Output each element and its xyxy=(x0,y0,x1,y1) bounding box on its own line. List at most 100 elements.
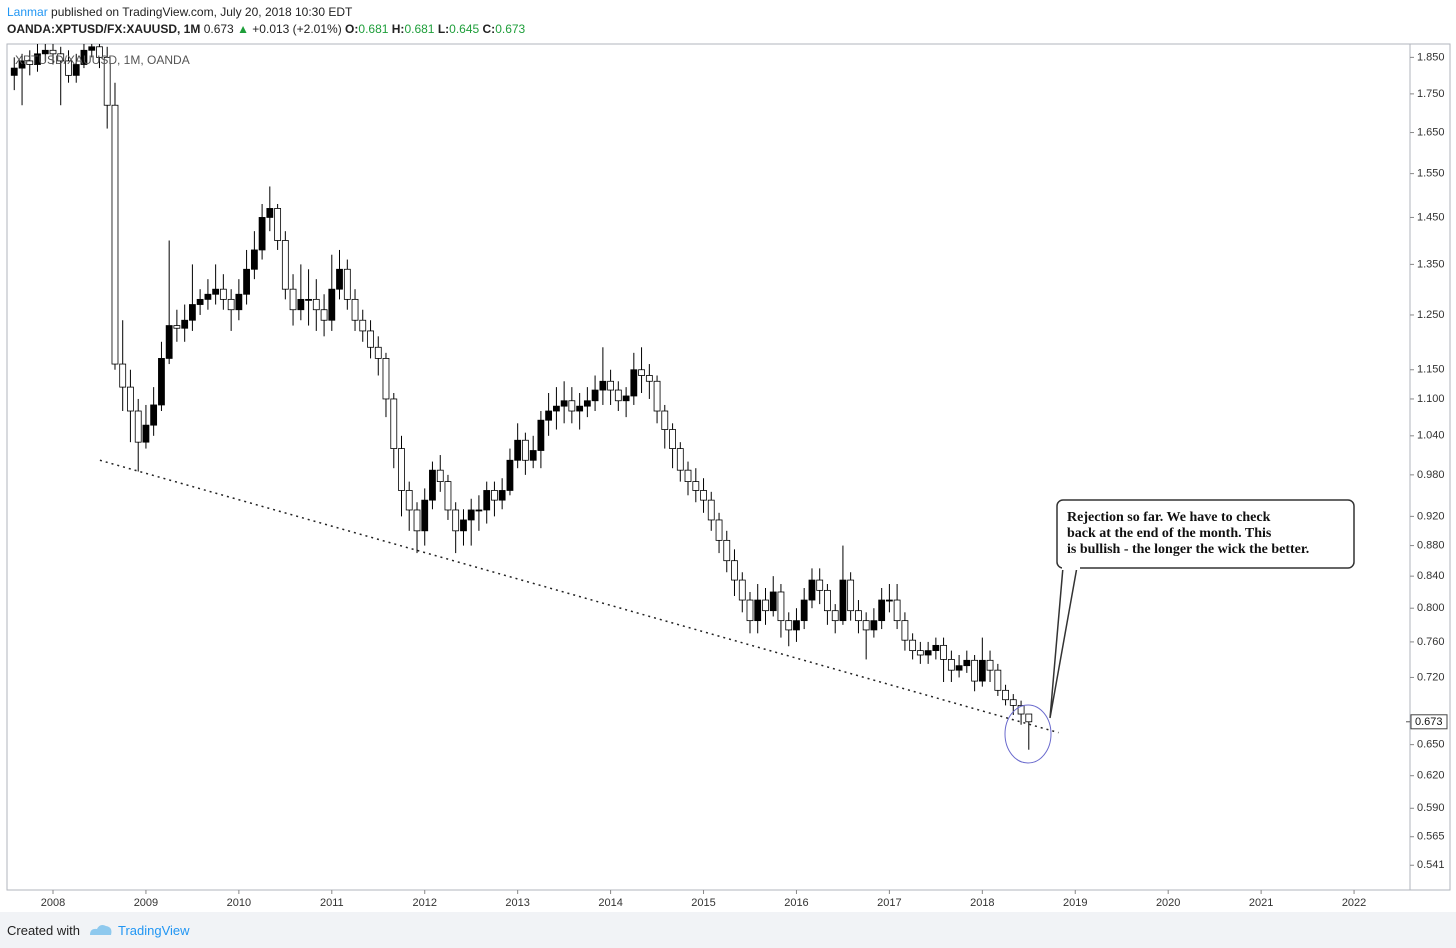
y-tick-label: 1.100 xyxy=(1417,393,1445,405)
l-value: 0.645 xyxy=(449,22,480,36)
x-tick-label: 2019 xyxy=(1063,897,1087,909)
x-tick-label: 2014 xyxy=(598,897,622,909)
candle-body xyxy=(343,268,351,300)
candle-body xyxy=(467,509,475,521)
candle-body xyxy=(916,650,924,656)
l-label: L: xyxy=(437,22,450,36)
y-tick-label: 0.720 xyxy=(1417,671,1445,683)
candle-body xyxy=(444,481,452,511)
candle-body xyxy=(367,330,374,348)
x-tick-label: 2017 xyxy=(877,897,901,909)
candle-body xyxy=(738,579,746,601)
candle-body xyxy=(134,410,142,443)
h-label: H: xyxy=(391,22,405,36)
x-tick-label: 2013 xyxy=(505,897,529,909)
candle-body xyxy=(793,620,800,631)
candle-body xyxy=(1025,713,1033,723)
candle-body xyxy=(955,665,963,671)
candle-body xyxy=(885,599,893,602)
x-tick-label: 2016 xyxy=(784,897,808,909)
candle-body xyxy=(986,659,994,671)
candle-body xyxy=(568,400,576,412)
candle-body xyxy=(119,363,127,388)
callout-pointer xyxy=(1049,566,1078,719)
candle-body xyxy=(1009,699,1017,706)
candle-body xyxy=(351,298,359,321)
candle-body xyxy=(26,60,34,65)
y-tick-label: 0.760 xyxy=(1417,636,1445,648)
candle-body xyxy=(878,599,886,622)
candle-body xyxy=(127,386,134,412)
candles xyxy=(10,44,1033,750)
candle-body xyxy=(88,46,96,51)
candle-body xyxy=(336,268,343,290)
legend: XPTUSD/XAUUSD, 1M, OANDA xyxy=(15,53,190,67)
highlight-ellipse xyxy=(1004,704,1052,764)
candle-body xyxy=(266,208,274,218)
annotation-line: back at the end of the month. This xyxy=(1067,526,1272,541)
candle-body xyxy=(808,579,816,601)
candle-body xyxy=(862,620,870,631)
candle-body xyxy=(80,49,88,65)
y-tick-label: 1.750 xyxy=(1417,88,1445,100)
y-tick-label: 0.541 xyxy=(1417,859,1445,871)
candle-body xyxy=(359,319,367,332)
candle-body xyxy=(769,591,777,612)
candle-body xyxy=(219,288,227,300)
candle-body xyxy=(684,469,692,482)
y-tick-label: 0.565 xyxy=(1417,831,1445,843)
candle-body xyxy=(963,659,971,667)
candle-body xyxy=(909,639,917,652)
candle-body xyxy=(855,610,862,622)
candle-body xyxy=(436,469,444,482)
o-label: O: xyxy=(345,22,359,36)
y-tick-label: 1.350 xyxy=(1417,258,1445,270)
candle-body xyxy=(824,589,831,612)
candle-body xyxy=(429,469,436,501)
candle-body xyxy=(212,288,220,295)
candle-body xyxy=(746,599,754,622)
last-price-box xyxy=(1410,714,1448,730)
x-tick-label: 2009 xyxy=(134,897,158,909)
candle-body xyxy=(250,249,258,270)
candle-body xyxy=(731,560,738,581)
candle-body xyxy=(483,490,491,511)
candle-body xyxy=(405,490,413,511)
annotation-line: Rejection so far. We have to check xyxy=(1067,510,1271,525)
candle-body xyxy=(452,509,460,532)
candle-body xyxy=(553,405,560,412)
candle-body xyxy=(72,64,80,76)
x-tick-label: 2011 xyxy=(320,897,344,909)
candle-body xyxy=(537,419,545,451)
candle-body xyxy=(374,346,382,359)
candle-body xyxy=(645,375,653,382)
candle-body xyxy=(947,659,955,671)
candle-body xyxy=(893,599,901,622)
price-axis xyxy=(1409,43,1451,891)
candle-body xyxy=(506,459,514,491)
candle-body xyxy=(971,659,979,682)
c-value: 0.673 xyxy=(495,22,526,36)
candle-body xyxy=(142,424,150,443)
candle-body xyxy=(870,620,878,631)
y-tick-label: 0.840 xyxy=(1417,570,1445,582)
candle-body xyxy=(1017,705,1025,715)
candle-body xyxy=(994,669,1002,691)
candle-body xyxy=(692,481,700,491)
y-tick-label: 0.620 xyxy=(1417,770,1445,782)
candle-body xyxy=(614,389,622,402)
candle-body xyxy=(599,380,607,391)
brand[interactable]: TradingView xyxy=(118,923,190,938)
x-tick-label: 2008 xyxy=(41,897,65,909)
y-tick-label: 1.650 xyxy=(1417,126,1445,138)
author[interactable]: Lanmar xyxy=(7,5,48,19)
candle-body xyxy=(583,400,591,407)
trendline xyxy=(99,459,1059,734)
candle-body xyxy=(545,410,553,421)
candle-body xyxy=(281,240,289,290)
candle-body xyxy=(398,448,405,491)
candle-body xyxy=(382,358,390,400)
y-tick-label: 0.980 xyxy=(1417,469,1445,481)
chart: XPTUSD/XAUUSD, 1M, OANDA Rejection so fa… xyxy=(6,43,1451,909)
